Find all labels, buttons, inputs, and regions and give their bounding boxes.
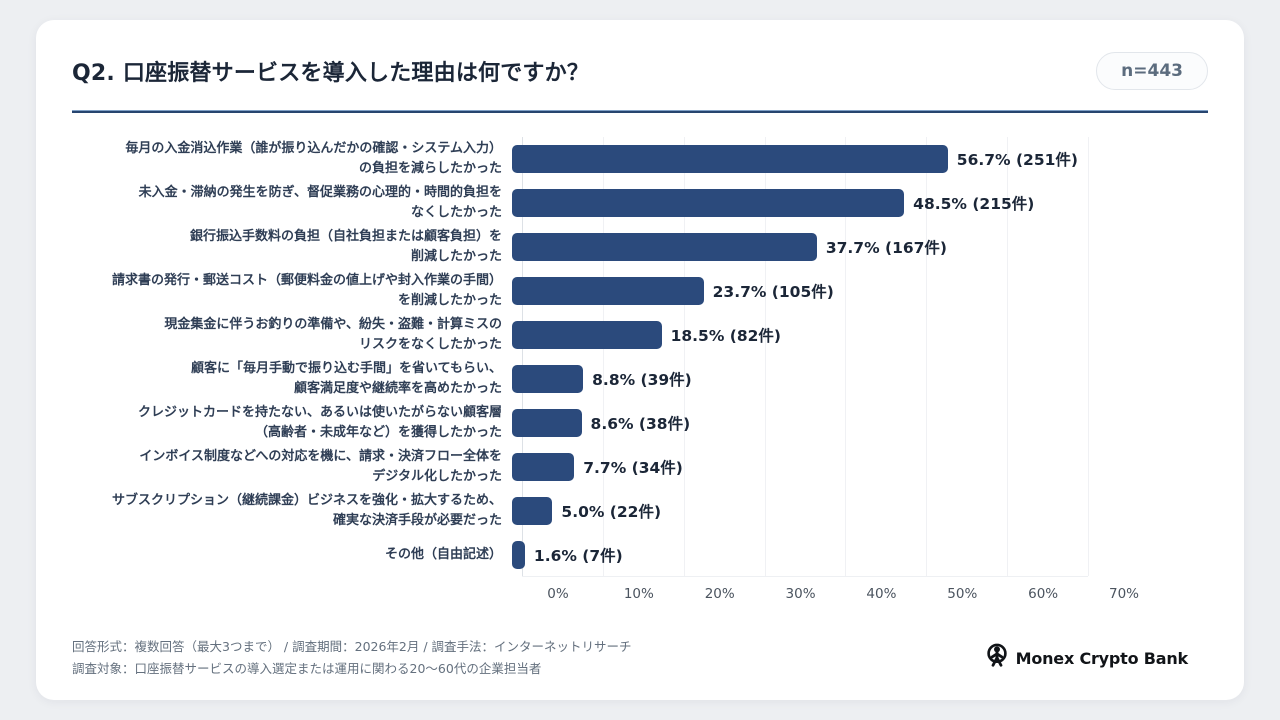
bar	[512, 453, 575, 481]
category-label: その他（自由記述）	[384, 547, 502, 562]
chart-row: インボイス制度などへの対応を機に、請求・決済フロー全体を デジタル化したかった 7…	[72, 445, 1244, 489]
value-label: 18.5% (82件)	[670, 327, 781, 345]
gridline	[1088, 137, 1089, 576]
survey-notes: 回答形式：複数回答（最大3つまで） / 調査期間：2026年2月 / 調査手法：…	[72, 636, 632, 680]
bar	[512, 145, 948, 173]
gridline	[683, 137, 685, 576]
chart-row: 現金集金に伴うお釣りの準備や、紛失・盗難・計算ミスの リスクをなくしたかった 18…	[72, 313, 1244, 357]
x-axis-tick: 50%	[947, 586, 978, 602]
chart-row: 請求書の発行・郵送コスト（郵便料金の値上げや封入作業の手間） を削減したかった 2…	[72, 269, 1244, 313]
value-label: 37.7% (167件)	[825, 239, 948, 257]
chart-row: 毎月の入金消込作業（誰が振り込んだかの確認・システム入力） の負担を減らしたかった…	[72, 137, 1244, 181]
chart-row: クレジットカードを持たない、あるいは使いたがらない顧客層 （高齢者・未成年など）を…	[72, 401, 1244, 445]
value-label: 8.6% (38件)	[590, 415, 691, 433]
x-axis-tick: 10%	[623, 586, 654, 602]
gridline	[1007, 137, 1009, 576]
bar-track: 48.5% (215件)	[512, 189, 1078, 217]
x-axis-tick: 30%	[785, 586, 816, 602]
category-label: 未入金・滞納の発生を防ぎ、督促業務の心理的・時間的負担を なくしたかった	[138, 185, 502, 220]
bar	[512, 541, 525, 569]
x-axis-tick: 20%	[704, 586, 735, 602]
chart-row: その他（自由記述） 1.6% (7件)	[72, 533, 1244, 577]
sample-size-badge: n=443	[1096, 52, 1208, 90]
bar	[512, 321, 662, 349]
bar	[512, 365, 584, 393]
chart-row: 顧客に「毎月手動で振り込む手間」を省いてもらい、 顧客満足度や継続率を高めたかった…	[72, 357, 1244, 401]
page-title: Q2. 口座振替サービスを導入した理由は何ですか？	[72, 61, 590, 86]
bar-track: 1.6% (7件)	[512, 541, 1078, 569]
value-label: 48.5% (215件)	[913, 195, 1035, 213]
bar-track: 8.6% (38件)	[512, 409, 1078, 437]
bar-track: 37.7% (167件)	[512, 233, 1078, 261]
bar-track: 18.5% (82件)	[512, 321, 1078, 349]
x-axis-tick: 60%	[1028, 586, 1059, 602]
value-label: 8.8% (39件)	[592, 371, 692, 389]
category-label: 銀行振込手数料の負担（自社負担または顧客負担）を 削減したかった	[189, 229, 502, 264]
gridline	[764, 137, 766, 576]
gridline	[602, 137, 604, 576]
value-label: 7.7% (34件)	[583, 459, 683, 477]
chart-gridlines	[522, 137, 1089, 577]
value-label: 23.7% (105件)	[712, 283, 834, 301]
category-label: 顧客に「毎月手動で振り込む手間」を省いてもらい、 顧客満足度や継続率を高めたかった	[191, 361, 502, 396]
category-label: 毎月の入金消込作業（誰が振り込んだかの確認・システム入力） の負担を減らしたかった	[125, 141, 502, 176]
chart-row: 未入金・滞納の発生を防ぎ、督促業務の心理的・時間的負担を なくしたかった 48.5…	[72, 181, 1244, 225]
title-divider	[72, 110, 1208, 113]
footer: 回答形式：複数回答（最大3つまで） / 調査期間：2026年2月 / 調査手法：…	[72, 636, 1200, 680]
value-label: 56.7% (251件)	[956, 151, 1078, 169]
bar-chart: 毎月の入金消込作業（誰が振り込んだかの確認・システム入力） の負担を減らしたかった…	[36, 137, 1244, 607]
x-axis-tick: 70%	[1108, 586, 1140, 602]
bar-track: 7.7% (34件)	[512, 453, 1078, 481]
chart-row: 銀行振込手数料の負担（自社負担または顧客負担）を 削減したかった 37.7% (1…	[72, 225, 1244, 269]
chart-rows: 毎月の入金消込作業（誰が振り込んだかの確認・システム入力） の負担を減らしたかった…	[72, 137, 1244, 577]
gridline	[522, 137, 523, 576]
gridline	[926, 137, 928, 576]
logo-text: Monex Crypto Bank	[1015, 648, 1189, 668]
company-logo: Monex Crypto Bank	[982, 640, 1200, 676]
bar-track: 5.0% (22件)	[512, 497, 1078, 525]
category-label: インボイス制度などへの対応を機に、請求・決済フロー全体を デジタル化したかった	[139, 449, 502, 484]
bar	[512, 189, 905, 217]
x-axis: 0% 10% 20% 30% 40% 50% 60% 70%	[547, 577, 1139, 607]
bar	[512, 277, 704, 305]
chart-header: Q2. 口座振替サービスを導入した理由は何ですか？ n=443	[36, 20, 1244, 90]
category-label: 請求書の発行・郵送コスト（郵便料金の値上げや封入作業の手間） を削減したかった	[111, 273, 502, 308]
bar	[512, 497, 553, 525]
bar	[512, 409, 582, 437]
bar-track: 56.7% (251件)	[512, 145, 1078, 173]
bar-track: 23.7% (105件)	[512, 277, 1078, 305]
value-label: 1.6% (7件)	[533, 547, 623, 565]
x-axis-tick: 0%	[547, 586, 569, 602]
category-label: 現金集金に伴うお釣りの準備や、紛失・盗難・計算ミスの リスクをなくしたかった	[164, 317, 502, 352]
value-label: 5.0% (22件)	[561, 503, 662, 521]
survey-chart-card: Q2. 口座振替サービスを導入した理由は何ですか？ n=443 毎月の入金消込作…	[36, 20, 1244, 700]
survey-note-line2: 調査対象：口座振替サービスの導入選定または運用に関わる20〜60代の企業担当者	[72, 661, 542, 676]
x-axis-tick: 40%	[866, 586, 897, 602]
monex-logo-icon	[982, 640, 1012, 676]
gridline	[845, 137, 847, 576]
survey-note-line1: 回答形式：複数回答（最大3つまで） / 調査期間：2026年2月 / 調査手法：…	[72, 639, 632, 654]
bar-track: 8.8% (39件)	[512, 365, 1078, 393]
bar	[512, 233, 817, 261]
category-label: サブスクリプション（継続課金）ビジネスを強化・拡大するため、 確実な決済手段が必要…	[111, 493, 502, 528]
chart-row: サブスクリプション（継続課金）ビジネスを強化・拡大するため、 確実な決済手段が必要…	[72, 489, 1244, 533]
category-label: クレジットカードを持たない、あるいは使いたがらない顧客層 （高齢者・未成年など）を…	[137, 405, 502, 440]
